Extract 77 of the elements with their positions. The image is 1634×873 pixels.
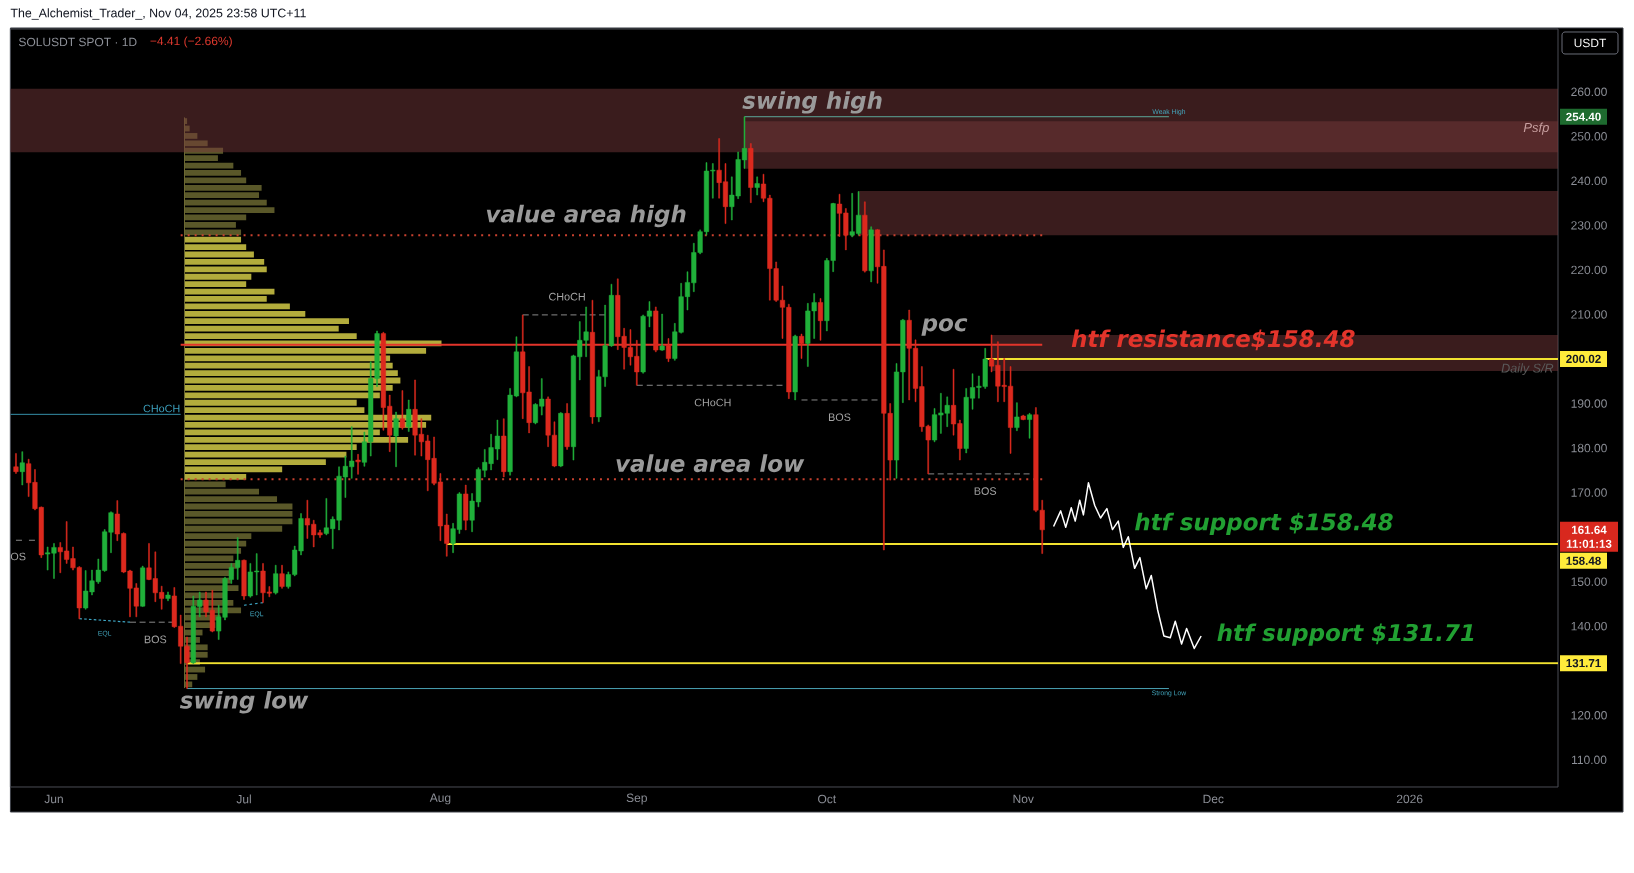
candlestick bbox=[241, 559, 247, 600]
y-tick-label: 230.00 bbox=[1571, 221, 1607, 230]
x-tick-label: Nov bbox=[1013, 794, 1034, 804]
text: 11:01:13 bbox=[1566, 539, 1612, 548]
candlestick bbox=[19, 451, 25, 486]
bar bbox=[184, 548, 242, 554]
text: USDT bbox=[1574, 38, 1607, 48]
annotation: OS bbox=[10, 552, 26, 561]
candlestick bbox=[1027, 413, 1033, 439]
annotation: BOS bbox=[144, 635, 167, 644]
candlestick bbox=[558, 412, 564, 468]
annotation: CHoCH bbox=[143, 404, 180, 413]
candlestick bbox=[355, 454, 361, 475]
chart-title: The_Alchemist_Trader_, Nov 04, 2025 23:58 UTC+11 bbox=[10, 8, 306, 20]
annotation: Psfp bbox=[1523, 122, 1549, 135]
annotation: Daily S/R bbox=[1501, 363, 1554, 376]
candlestick bbox=[463, 484, 469, 531]
candlestick bbox=[754, 176, 760, 196]
y-tick-label: 170.00 bbox=[1571, 488, 1607, 497]
y-tick-label: 250.00 bbox=[1571, 132, 1607, 141]
candlestick bbox=[564, 403, 570, 450]
y-tick-label: 260.00 bbox=[1571, 87, 1607, 97]
y-tick-label: 180.00 bbox=[1571, 443, 1607, 453]
candlestick bbox=[501, 418, 507, 478]
y-tick-label: 190.00 bbox=[1571, 399, 1607, 408]
x-tick-label: Aug bbox=[429, 793, 451, 805]
y-tick-label: 150.00 bbox=[1571, 577, 1607, 586]
candlestick bbox=[792, 334, 798, 401]
annotation: swing low bbox=[179, 690, 309, 714]
annotation: value area low bbox=[616, 454, 805, 473]
text: 200.02 bbox=[1566, 354, 1601, 364]
candlestick bbox=[659, 313, 665, 351]
y-tick-label: 110.00 bbox=[1572, 755, 1607, 765]
annotation: CHoCH bbox=[694, 398, 731, 407]
candlestick bbox=[406, 399, 412, 432]
annotation: htf support $131.71 bbox=[1217, 623, 1474, 646]
annotation: BOS bbox=[974, 487, 997, 495]
annotation: value area high bbox=[486, 204, 686, 228]
candlestick bbox=[868, 226, 874, 283]
y-tick-label: 240.00 bbox=[1571, 176, 1607, 186]
annotation: BOS bbox=[828, 413, 851, 422]
candlestick bbox=[862, 201, 868, 273]
candlestick bbox=[399, 390, 405, 430]
y-tick-label: 220.00 bbox=[1571, 265, 1607, 275]
y-tick-label: 210.00 bbox=[1571, 310, 1607, 319]
annotation: swing high bbox=[742, 91, 882, 114]
text: 158.48 bbox=[1566, 556, 1601, 565]
x-tick-label: Dec bbox=[1203, 794, 1224, 804]
text: 161.64 bbox=[1571, 525, 1607, 534]
bar bbox=[184, 296, 267, 302]
y-tick-label: 120.00 bbox=[1571, 711, 1607, 720]
y-tick-label: 140.00 bbox=[1571, 621, 1607, 631]
text: SOLUSDT SPOT · 1D bbox=[18, 37, 137, 47]
x-tick-label: Oct bbox=[818, 794, 837, 804]
candlestick bbox=[393, 411, 399, 468]
candlestick bbox=[817, 298, 824, 341]
annotation: −4.41 (−2.66%) bbox=[150, 36, 232, 48]
x-tick-label: Jun bbox=[44, 794, 63, 804]
candlestick bbox=[165, 591, 171, 602]
bar bbox=[184, 170, 242, 176]
x-tick-label: Sep bbox=[626, 793, 647, 805]
annotation: htf resistance$158.48 bbox=[1071, 329, 1355, 351]
text: 254.40 bbox=[1566, 112, 1601, 121]
candlestick bbox=[13, 453, 19, 474]
candlestick bbox=[1020, 414, 1026, 421]
annotation: poc bbox=[921, 318, 968, 336]
candlestick bbox=[140, 565, 146, 607]
annotation: CHoCH bbox=[549, 292, 585, 301]
x-tick-label: Jul bbox=[236, 794, 251, 804]
text: 131.71 bbox=[1566, 659, 1601, 668]
annotation: htf support $158.48 bbox=[1135, 512, 1393, 535]
candlestick bbox=[279, 564, 285, 589]
candlestick bbox=[748, 143, 754, 203]
bar bbox=[184, 481, 226, 488]
candlestick bbox=[1014, 402, 1020, 431]
x-tick-label: 2026 bbox=[1396, 794, 1423, 804]
candlestick bbox=[273, 564, 279, 595]
